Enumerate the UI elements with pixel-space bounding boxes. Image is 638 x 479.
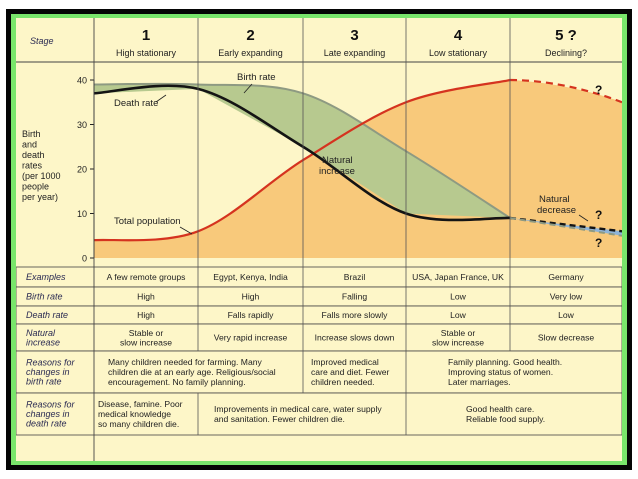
population-question-mark: ? xyxy=(595,83,602,97)
table-cell: Very rapid increase xyxy=(214,333,288,343)
y-axis-label-line: per year) xyxy=(22,192,58,202)
y-axis-label-line: and xyxy=(22,140,37,150)
birth-rate-label: Birth rate xyxy=(237,72,276,83)
row-label: Examples xyxy=(26,272,66,282)
diagram-card: Stage 1 High stationary 2 Early expanding 3 L… xyxy=(15,18,623,461)
table-cell: Low xyxy=(450,292,467,302)
row-label: Natural increase xyxy=(26,328,60,348)
death-rate-label: Death rate xyxy=(114,98,158,109)
table-row xyxy=(15,350,623,394)
y-axis-label-line: Birth xyxy=(22,129,41,139)
table-cell: A few remote groups xyxy=(107,272,186,282)
birth-rate-pointer xyxy=(243,83,253,94)
stage-label: Stage xyxy=(30,36,54,46)
y-axis-label-line: (per 1000 xyxy=(22,171,61,181)
y-axis-label-line: death xyxy=(22,150,45,160)
table-cell: High xyxy=(137,310,155,320)
table-cell: Increase slows down xyxy=(315,333,395,343)
table-cell: High xyxy=(137,292,155,302)
natural-decrease-area xyxy=(510,217,622,236)
table-cell: Family planning. Good health. Improving s… xyxy=(448,357,562,387)
natural-decrease-pointer xyxy=(578,214,589,222)
table-cell: High xyxy=(242,292,260,302)
stage-2-name: Early expanding xyxy=(218,48,283,58)
natural-increase-label-1: Natural xyxy=(322,155,353,166)
stage-5-number: 5 ? xyxy=(555,27,577,44)
y-tick-label-20: 20 xyxy=(77,165,87,175)
y-tick-label-10: 10 xyxy=(77,209,87,219)
table-cell: Improvements in medical care, water supp… xyxy=(214,404,382,424)
stage-table: Examples A few remote groups Egypt, Kenya,… xyxy=(15,266,623,436)
total-population-projection xyxy=(509,78,623,104)
stage-5-name: Declining? xyxy=(545,48,587,58)
y-axis-label-line: rates xyxy=(22,161,43,171)
row-label: Death rate xyxy=(26,310,68,320)
stage-1-name: High stationary xyxy=(116,48,177,58)
death-question-mark: ? xyxy=(595,236,602,250)
table-cell: Stable or slow increase xyxy=(120,328,172,348)
y-axis-label-line: people xyxy=(22,182,49,192)
y-tick-label-40: 40 xyxy=(77,76,87,86)
y-axis-label: Birth and death rates (per 1000 people per yea… xyxy=(22,129,61,202)
natural-decrease-label-1: Natural xyxy=(539,194,570,205)
table-cell: Germany xyxy=(548,272,584,282)
stage-4-number: 4 xyxy=(454,27,463,44)
death-rate-pointer xyxy=(155,94,167,103)
y-tick-label-0: 0 xyxy=(82,254,87,264)
table-cell: Many children needed for farming. Many ch… xyxy=(108,357,276,387)
stage-headers: 1 High stationary 2 Early expanding 3 Late ex… xyxy=(116,27,587,58)
birth-rate-projection xyxy=(509,216,623,237)
stage-2-number: 2 xyxy=(246,27,254,44)
row-label: Reasons for changes in birth rate xyxy=(26,358,76,387)
row-label: Birth rate xyxy=(26,292,63,302)
table-cell: Falling xyxy=(342,292,368,302)
table-cell: USA, Japan France, UK xyxy=(412,272,504,282)
natural-decrease-label-2: decrease xyxy=(537,205,576,216)
table-cell: Low xyxy=(558,310,575,320)
demographic-transition-diagram: Stage 1 High stationary 2 Early expanding 3 L… xyxy=(15,18,623,461)
table-cell: Brazil xyxy=(344,272,366,282)
stage-1-number: 1 xyxy=(142,27,150,44)
total-population-pointer xyxy=(179,226,193,235)
table-cell: Improved medical care and diet. Fewer chil… xyxy=(311,357,389,387)
table-cell: Egypt, Kenya, India xyxy=(213,272,288,282)
table-row xyxy=(15,286,623,307)
y-tick-label-30: 30 xyxy=(77,120,87,130)
table-row xyxy=(15,305,623,325)
stage-3-name: Late expanding xyxy=(324,48,386,58)
stage-3-number: 3 xyxy=(350,27,358,44)
y-axis-ticks: 40 30 20 10 0 xyxy=(77,76,94,264)
table-cell: Stable or slow increase xyxy=(432,328,484,348)
table-cell: Low xyxy=(450,310,467,320)
natural-increase-label-2: increase xyxy=(319,166,355,177)
table-cell: Good health care. Reliable food supply. xyxy=(466,404,545,424)
header-row xyxy=(16,18,622,62)
total-population-label: Total population xyxy=(114,216,181,227)
table-cell: Falls rapidly xyxy=(228,310,275,320)
birth-question-mark: ? xyxy=(595,208,602,222)
row-label: Reasons for changes in death rate xyxy=(26,400,76,429)
table-cell: Very low xyxy=(550,292,583,302)
table-cell: Slow decrease xyxy=(538,333,595,343)
table-cell: Falls more slowly xyxy=(322,310,389,320)
table-cell: Disease, famine. Poor medical knowledge so… xyxy=(98,399,183,429)
stage-4-name: Low stationary xyxy=(429,48,488,58)
stage-dividers xyxy=(16,18,622,461)
death-rate-projection xyxy=(509,216,623,233)
table-row xyxy=(15,392,623,436)
